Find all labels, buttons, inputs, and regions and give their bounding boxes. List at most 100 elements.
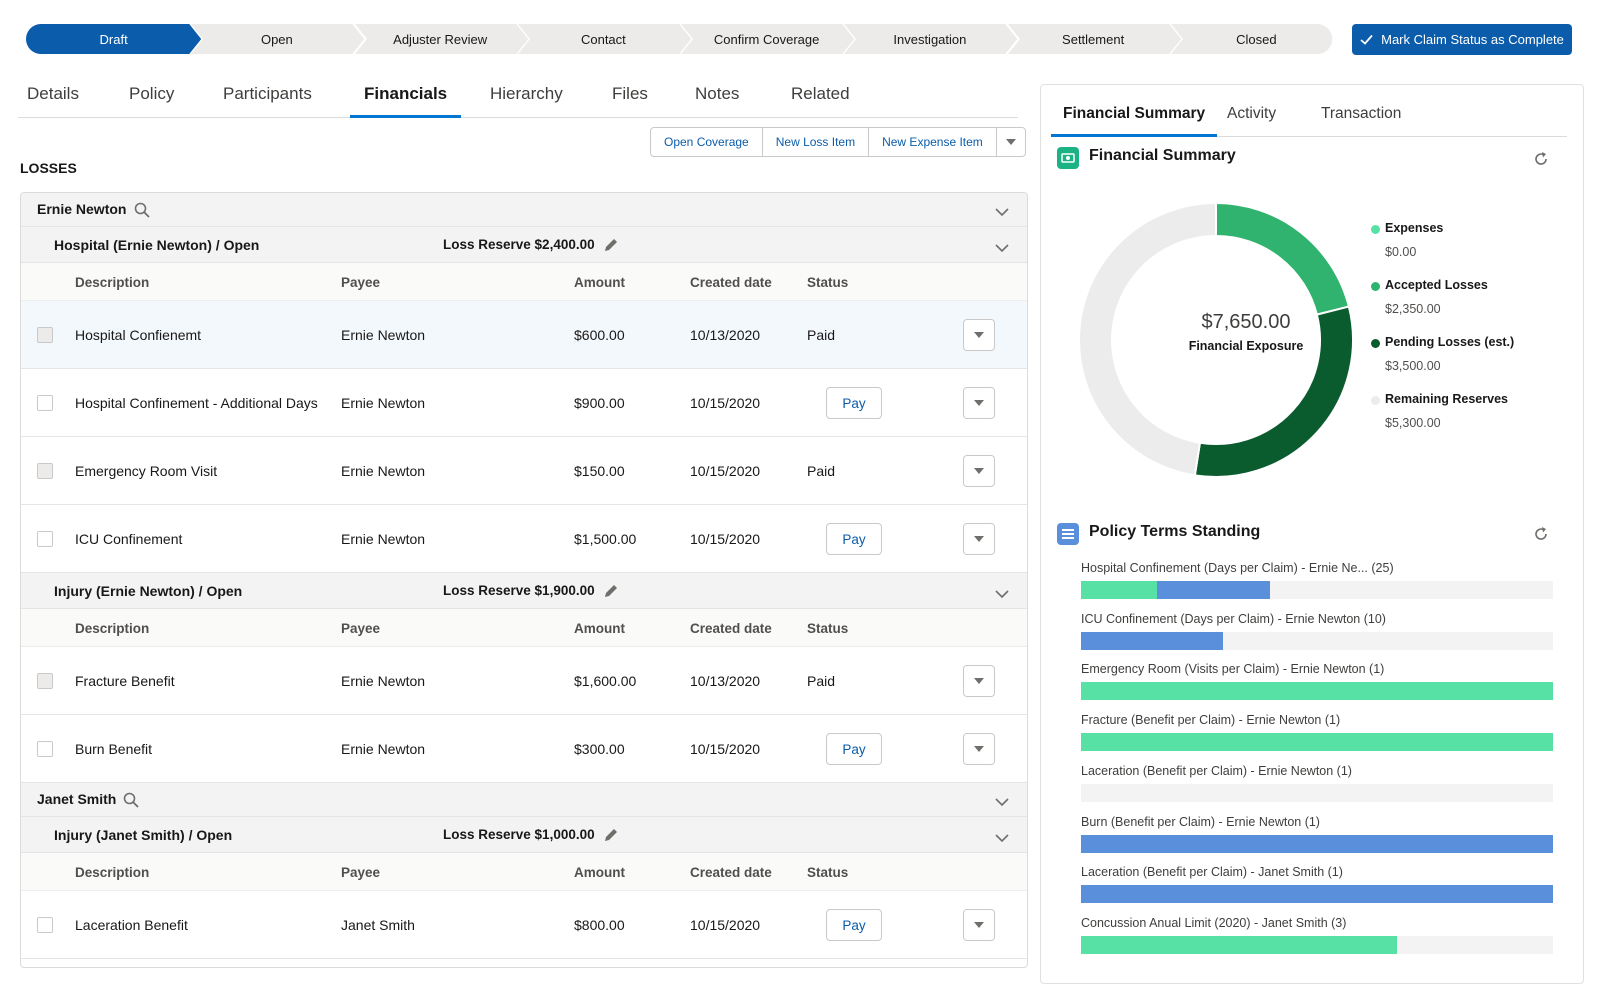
policy-term: ICU Confinement (Days per Claim) - Ernie… xyxy=(1081,612,1553,650)
search-icon[interactable] xyxy=(134,202,150,223)
row-checkbox[interactable] xyxy=(37,741,53,757)
cell-created: 10/15/2020 xyxy=(690,395,761,411)
column-header-amount: Amount xyxy=(574,621,625,636)
loss-group-row[interactable]: Injury (Ernie Newton) / Open Loss Reserve… xyxy=(21,573,1027,609)
row-checkbox[interactable] xyxy=(37,531,53,547)
tab-financials[interactable]: Financials xyxy=(350,84,462,118)
side-tab-transaction[interactable]: Transaction xyxy=(1321,105,1402,122)
policy-term: Fracture (Benefit per Claim) - Ernie New… xyxy=(1081,713,1553,752)
side-tab-financial-summary[interactable]: Financial Summary xyxy=(1051,105,1218,137)
column-header-description: Description xyxy=(75,621,150,636)
caret-down-icon xyxy=(974,332,984,338)
row-menu-button[interactable] xyxy=(963,909,995,941)
row-menu-button[interactable] xyxy=(963,665,995,697)
caret-down-icon xyxy=(974,678,984,684)
cell-description: Hospital Confinement - Additional Days xyxy=(75,395,318,411)
row-checkbox[interactable] xyxy=(37,673,53,689)
path-step-open[interactable]: Open xyxy=(189,24,365,54)
pay-button[interactable]: Pay xyxy=(826,733,882,765)
bar-used-segment xyxy=(1081,581,1157,599)
edit-pencil-icon[interactable] xyxy=(603,237,619,258)
chevron-down-icon[interactable] xyxy=(995,794,1009,812)
chevron-down-icon[interactable] xyxy=(995,240,1009,258)
tab-policy[interactable]: Policy xyxy=(129,84,175,103)
table-header: Description Payee Amount Created date Status xyxy=(21,853,1027,891)
chevron-down-icon[interactable] xyxy=(995,586,1009,604)
losses-heading: LOSSES xyxy=(20,160,77,176)
policy-term-label: Concussion Anual Limit (2020) - Janet Sm… xyxy=(1081,915,1347,930)
row-menu-button[interactable] xyxy=(963,319,995,351)
caret-down-icon xyxy=(974,746,984,752)
cell-description: Burn Benefit xyxy=(75,741,153,757)
tab-details[interactable]: Details xyxy=(27,84,79,103)
caret-down-icon xyxy=(974,922,984,928)
pay-button[interactable]: Pay xyxy=(826,523,882,555)
legend-dot xyxy=(1371,339,1380,348)
path-step-label: Draft xyxy=(99,31,128,47)
edit-pencil-icon[interactable] xyxy=(603,827,619,848)
bar-pending-segment xyxy=(1081,834,1553,853)
row-menu-button[interactable] xyxy=(963,387,995,419)
row-checkbox[interactable] xyxy=(37,395,53,411)
claimant-row[interactable]: Janet Smith xyxy=(21,783,1027,817)
tab-files[interactable]: Files xyxy=(612,84,648,103)
open-coverage-button[interactable]: Open Coverage xyxy=(651,128,763,156)
loss-group-row[interactable]: Injury (Janet Smith) / Open Loss Reserve … xyxy=(21,817,1027,853)
path-step-confirm-coverage[interactable]: Confirm Coverage xyxy=(679,24,855,54)
policy-term-label: ICU Confinement (Days per Claim) - Ernie… xyxy=(1081,611,1386,626)
table-row: Hospital Confienemt Ernie Newton $600.00 10… xyxy=(21,301,1027,369)
refresh-icon[interactable] xyxy=(1533,526,1549,542)
row-menu-button[interactable] xyxy=(963,733,995,765)
policy-term: Emergency Room (Visits per Claim) - Erni… xyxy=(1081,662,1553,701)
table-row: ICU Confinement Ernie Newton $1,500.00 10/1… xyxy=(21,505,1027,573)
cell-amount: $150.00 xyxy=(574,463,625,479)
cell-created: 10/15/2020 xyxy=(690,917,761,933)
cell-created: 10/13/2020 xyxy=(690,673,761,689)
policy-term: Laceration (Benefit per Claim) - Ernie N… xyxy=(1081,764,1553,802)
table-row: Emergency Room Visit Ernie Newton $150.00 1… xyxy=(21,437,1027,505)
path-step-closed[interactable]: Closed xyxy=(1169,24,1344,54)
path-step-contact[interactable]: Contact xyxy=(516,24,691,54)
mark-status-complete-button[interactable]: Mark Claim Status as Complete xyxy=(1352,24,1572,55)
column-header-status: Status xyxy=(807,621,849,636)
loss-group-row[interactable]: Hospital (Ernie Newton) / Open Loss Reser… xyxy=(21,227,1027,263)
tab-hierarchy[interactable]: Hierarchy xyxy=(490,84,563,103)
tab-related[interactable]: Related xyxy=(791,84,850,103)
path-step-draft[interactable]: Draft xyxy=(26,24,202,54)
refresh-icon[interactable] xyxy=(1533,151,1549,167)
legend-dot xyxy=(1371,396,1380,405)
chevron-down-icon[interactable] xyxy=(995,830,1009,848)
row-checkbox[interactable] xyxy=(37,327,53,343)
edit-pencil-icon[interactable] xyxy=(603,583,619,604)
row-checkbox[interactable] xyxy=(37,463,53,479)
new-expense-item-button[interactable]: New Expense Item xyxy=(869,128,997,156)
column-header-status: Status xyxy=(807,865,849,880)
policy-term: Laceration (Benefit per Claim) - Janet S… xyxy=(1081,865,1553,904)
path-step-settlement[interactable]: Settlement xyxy=(1006,24,1181,54)
policy-term-bar xyxy=(1081,935,1553,954)
policy-term: Hospital Confinement (Days per Claim) - … xyxy=(1081,561,1553,599)
financial-side-panel: Financial Summary Activity Transaction Fin… xyxy=(1040,84,1584,984)
tab-notes[interactable]: Notes xyxy=(695,84,740,103)
money-icon xyxy=(1057,147,1079,169)
caret-down-icon xyxy=(974,468,984,474)
side-tab-activity[interactable]: Activity xyxy=(1227,105,1277,122)
loss-group-title: Injury (Janet Smith) / Open xyxy=(54,827,233,843)
row-checkbox[interactable] xyxy=(37,917,53,933)
legend-name: Remaining Reserves xyxy=(1385,392,1508,406)
more-actions-button[interactable] xyxy=(997,128,1025,156)
new-loss-item-button[interactable]: New Loss Item xyxy=(763,128,870,156)
search-icon[interactable] xyxy=(123,792,139,813)
caret-down-icon xyxy=(974,400,984,406)
path-step-investigation[interactable]: Investigation xyxy=(842,24,1018,54)
tab-participants[interactable]: Participants xyxy=(223,84,312,103)
pay-button[interactable]: Pay xyxy=(826,909,882,941)
chevron-down-icon[interactable] xyxy=(995,204,1009,222)
path-step-adjuster-review[interactable]: Adjuster Review xyxy=(353,24,528,54)
row-menu-button[interactable] xyxy=(963,523,995,555)
row-menu-button[interactable] xyxy=(963,455,995,487)
pay-button[interactable]: Pay xyxy=(826,387,882,419)
path-step-label: Adjuster Review xyxy=(393,31,488,47)
claimant-row[interactable]: Ernie Newton xyxy=(21,193,1027,227)
cell-payee: Janet Smith xyxy=(341,917,415,933)
